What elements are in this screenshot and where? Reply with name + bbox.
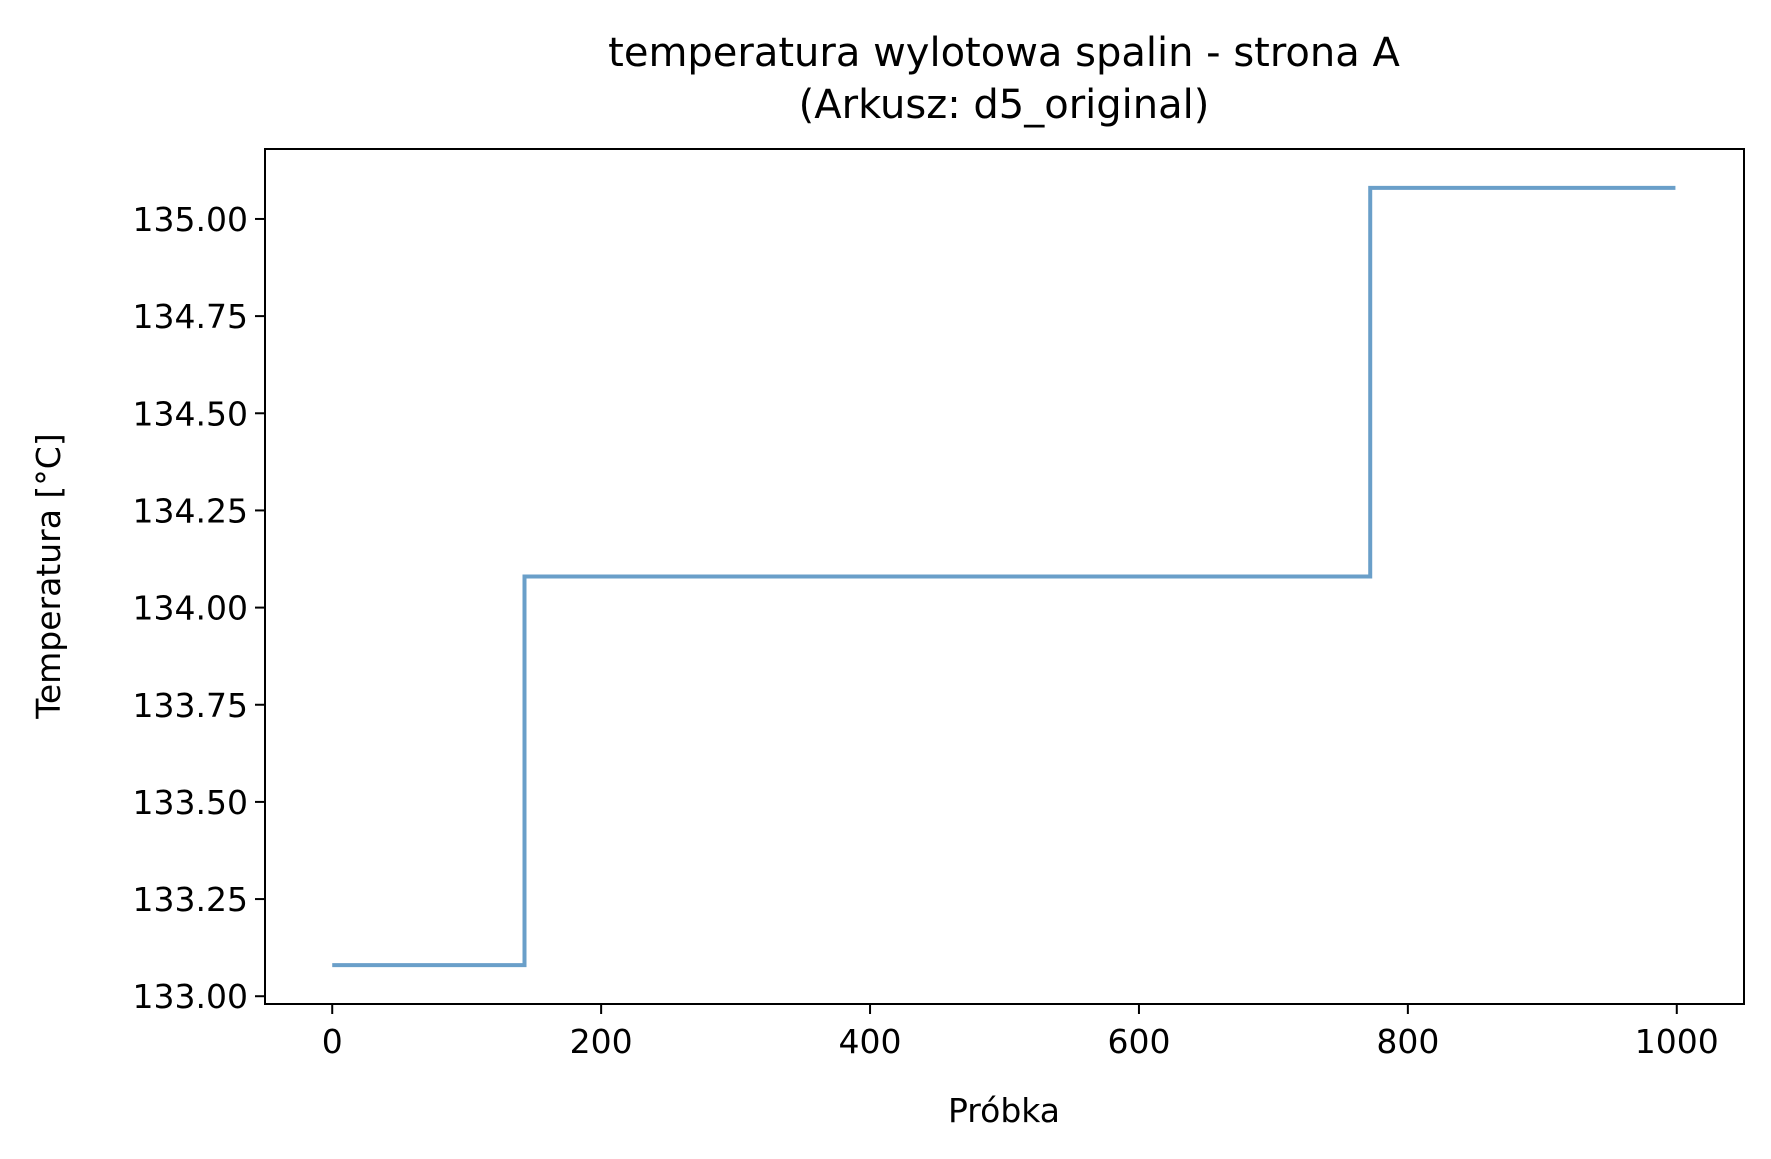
y-tick-label: 133.00: [133, 977, 248, 1016]
chart-title: temperatura wylotowa spalin - strona A: [608, 30, 1400, 76]
y-tick-label: 133.75: [133, 686, 248, 725]
x-axis-label: Próbka: [948, 1091, 1060, 1130]
x-tick-label: 200: [570, 1022, 633, 1061]
x-tick-label: 800: [1376, 1022, 1439, 1061]
x-axis-ticks: 0 200 400 600 800 1000: [322, 1004, 1719, 1061]
y-tick-label: 135.00: [133, 200, 248, 239]
series-layer: [332, 185, 1676, 968]
plot-area-frame: [264, 148, 1745, 1005]
y-tick-label: 133.50: [133, 783, 248, 822]
y-axis-label: Temperatura [°C]: [29, 433, 68, 719]
y-tick-label: 134.75: [133, 297, 248, 336]
x-tick-label: 0: [322, 1022, 343, 1061]
y-tick-label: 134.25: [133, 491, 248, 530]
x-tick-label: 400: [839, 1022, 902, 1061]
series-line-0: [332, 185, 1676, 968]
chart-subtitle: (Arkusz: d5_original): [799, 82, 1210, 128]
y-tick-label: 133.25: [133, 880, 248, 919]
x-tick-label: 600: [1107, 1022, 1170, 1061]
y-tick-label: 134.50: [133, 394, 248, 433]
y-axis-ticks: 133.00 133.25 133.50 133.75 134.00 134.25 134.…: [133, 200, 265, 1016]
y-tick-label: 134.00: [133, 589, 248, 628]
x-tick-label: 1000: [1635, 1022, 1719, 1061]
